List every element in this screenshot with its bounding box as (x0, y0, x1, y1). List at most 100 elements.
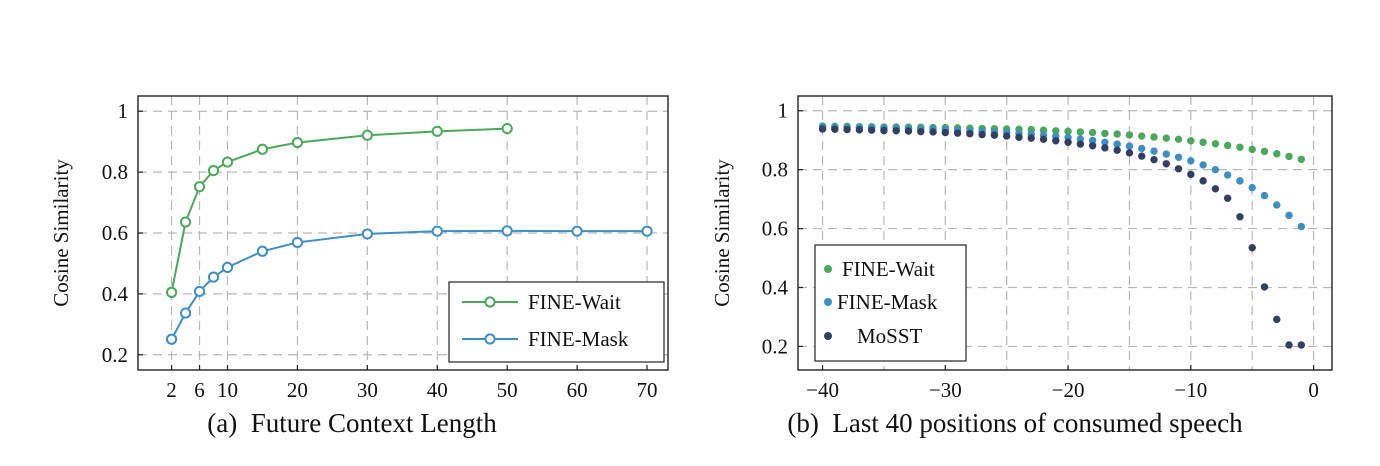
data-point-fine-mask (291, 236, 304, 249)
panel-b-ytick-label: 1 (778, 99, 789, 123)
data-point-mosst (1138, 152, 1146, 160)
panel-b-ytick-label: 0.4 (762, 276, 789, 300)
data-point-fine-mask (1223, 171, 1232, 179)
data-point-fine-mask (1187, 157, 1195, 165)
data-point-fine-wait (179, 216, 192, 228)
data-point-fine-wait (1138, 132, 1146, 140)
data-point-mosst (953, 129, 962, 137)
data-point-fine-wait (431, 125, 443, 137)
data-point-mosst (1125, 149, 1134, 157)
legend-a-fine-mask-marker (484, 333, 496, 345)
data-point-fine-mask (431, 225, 443, 237)
panel-b-frame (797, 95, 1333, 371)
data-point-fine-mask (501, 225, 513, 237)
panel-a-ytick-label: 0.6 (102, 221, 128, 245)
data-point-mosst (1199, 177, 1207, 185)
panel-b-xtick-label: −30 (929, 378, 962, 402)
panel-a-xtick-label: 30 (357, 378, 378, 402)
data-point-fine-wait (1236, 143, 1244, 151)
data-point-mosst (966, 130, 974, 138)
data-point-mosst (855, 126, 864, 134)
data-point-mosst (1248, 244, 1256, 252)
data-point-mosst (1039, 135, 1048, 144)
data-point-fine-wait (1187, 137, 1195, 145)
panel-b-legend: FINE-Wait FINE-Mask MoSST (814, 244, 967, 362)
legend-b-fine-mask-label: FINE-Mask (837, 290, 938, 314)
data-point-fine-wait (1162, 134, 1170, 142)
panel-a-series (165, 122, 653, 345)
data-point-mosst (1076, 140, 1085, 148)
panel-a-xtick-label: 40 (427, 378, 448, 402)
data-point-mosst (1015, 133, 1023, 141)
data-point-fine-wait (1223, 141, 1232, 150)
data-point-fine-mask (1138, 144, 1146, 153)
panel-b-series (818, 122, 1306, 349)
data-point-fine-wait (165, 286, 178, 298)
panel-a-xtick-label: 60 (567, 378, 588, 402)
panel-b-ytick-label: 0.6 (762, 217, 788, 241)
data-point-mosst (831, 125, 839, 133)
data-point-fine-wait (1260, 147, 1269, 156)
data-point-fine-wait (361, 129, 373, 141)
data-point-fine-mask (1162, 150, 1170, 158)
panel-a-future-context-length: 2 6 10 20 30 40 50 60 70 0.2 0.4 0.6 0.8 1 Cosine Sim… (49, 95, 669, 438)
data-point-fine-wait (1101, 129, 1109, 138)
series-line-fine-wait (170, 127, 508, 293)
data-point-fine-mask (1211, 165, 1220, 174)
panel-b-legend-box (814, 244, 967, 362)
data-point-fine-wait (1297, 155, 1306, 164)
data-point-fine-wait (193, 181, 206, 193)
panel-a-xtick-label: 6 (194, 378, 205, 402)
data-point-mosst (917, 127, 925, 136)
data-point-mosst (1052, 137, 1060, 145)
legend-b-mosst-marker (824, 332, 832, 340)
data-point-fine-wait (1076, 128, 1085, 136)
data-point-fine-wait (1113, 130, 1121, 138)
data-point-fine-wait (1248, 145, 1256, 154)
data-point-fine-mask (1236, 177, 1244, 185)
data-point-mosst (1223, 194, 1232, 202)
data-point-mosst (1174, 165, 1183, 173)
panel-a-legend: FINE-Wait FINE-Mask (448, 281, 665, 363)
data-point-mosst (1285, 341, 1293, 349)
panel-a-ytick-label: 0.4 (102, 282, 129, 306)
panel-a-xtick-label: 70 (637, 378, 658, 402)
data-point-fine-mask (1150, 147, 1158, 155)
data-point-fine-wait (256, 143, 269, 155)
data-point-mosst (929, 128, 937, 136)
data-point-mosst (1002, 132, 1011, 140)
data-point-fine-wait (1211, 140, 1220, 148)
data-point-fine-mask (1273, 201, 1281, 209)
data-point-fine-mask (256, 245, 269, 257)
data-point-fine-wait (221, 156, 234, 168)
data-point-mosst (1236, 213, 1244, 221)
panel-a-xtick-label: 10 (217, 378, 238, 402)
panel-b-xtick-label: 0 (1308, 378, 1319, 402)
panel-b-last-40-positions: −40 −30 −20 −10 0 0.2 0.4 0.6 0.8 1 Cosine Simila… (710, 95, 1333, 438)
data-point-mosst (990, 131, 999, 139)
data-point-mosst (1211, 185, 1220, 193)
data-point-fine-wait (1150, 133, 1158, 141)
panel-a-ylabel: Cosine Similarity (49, 159, 73, 307)
data-point-fine-mask (1285, 211, 1293, 220)
panel-a-xtick-label: 2 (166, 378, 177, 402)
data-point-mosst (843, 125, 851, 134)
data-point-fine-wait (1052, 127, 1060, 135)
data-point-fine-mask (571, 225, 583, 237)
data-point-fine-mask (1199, 161, 1207, 169)
panel-b-ylabel: Cosine Similarity (710, 159, 734, 307)
data-point-mosst (1162, 160, 1170, 168)
legend-b-fine-wait-marker (824, 265, 832, 273)
legend-a-fine-wait-label: FINE-Wait (528, 290, 621, 314)
data-point-mosst (1113, 146, 1121, 154)
data-point-fine-mask (1260, 191, 1269, 200)
data-point-mosst (892, 127, 900, 135)
panel-b-ytick-label: 0.8 (762, 158, 788, 182)
data-point-fine-mask (179, 307, 192, 319)
data-point-mosst (1273, 315, 1281, 324)
panel-b-caption: (b) Last 40 positions of consumed speech (787, 408, 1243, 438)
panel-a-ytick-label: 0.2 (102, 343, 128, 367)
data-point-fine-wait (291, 136, 304, 149)
data-point-fine-mask (221, 261, 234, 274)
